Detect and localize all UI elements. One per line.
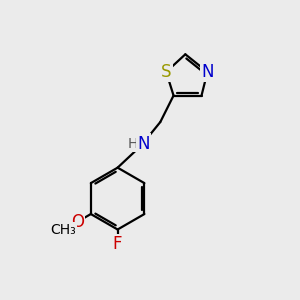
Text: F: F bbox=[113, 235, 122, 253]
Text: O: O bbox=[71, 213, 84, 231]
Text: N: N bbox=[137, 135, 150, 153]
Text: N: N bbox=[201, 63, 214, 81]
Text: H: H bbox=[128, 137, 138, 151]
Text: S: S bbox=[161, 63, 171, 81]
Text: CH₃: CH₃ bbox=[50, 223, 76, 237]
